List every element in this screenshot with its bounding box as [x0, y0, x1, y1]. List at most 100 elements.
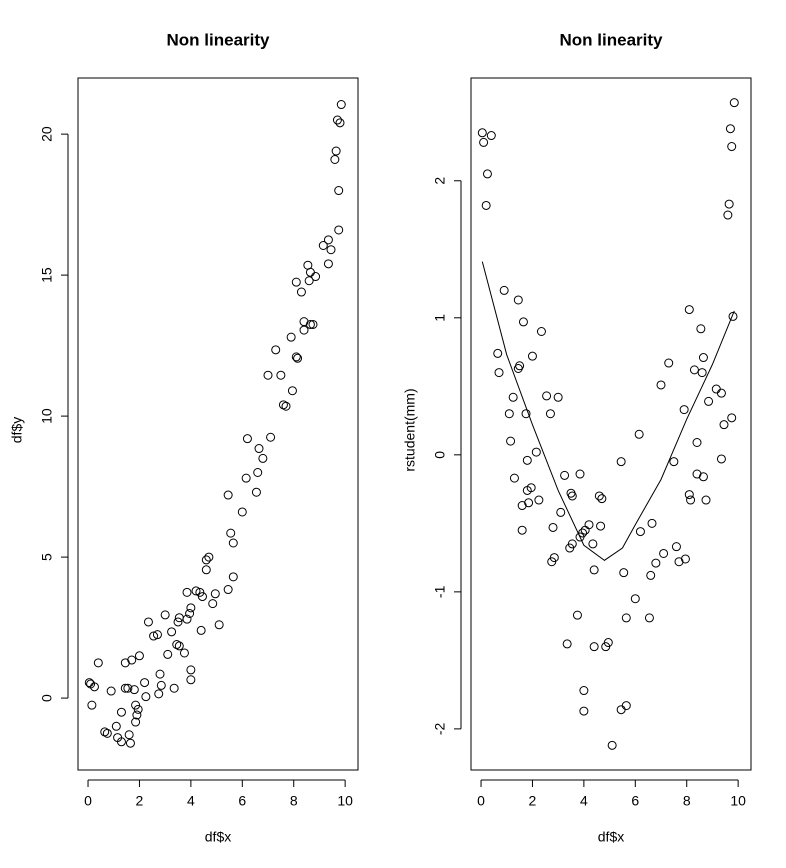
- plot-box: [470, 77, 752, 771]
- y-tick-label: -1: [432, 585, 448, 598]
- point: [326, 245, 336, 255]
- point: [607, 740, 617, 750]
- point: [680, 554, 690, 564]
- point: [589, 642, 599, 652]
- point: [133, 704, 143, 714]
- point: [334, 225, 344, 235]
- point: [635, 527, 645, 537]
- point: [331, 146, 341, 156]
- point: [621, 613, 631, 623]
- y-tick-label: 20: [39, 126, 55, 142]
- point: [584, 520, 594, 530]
- point: [131, 717, 141, 727]
- point: [536, 327, 546, 337]
- point: [286, 332, 296, 342]
- point: [486, 131, 496, 141]
- point: [499, 285, 509, 295]
- point: [579, 706, 589, 716]
- point: [651, 558, 661, 568]
- point: [287, 386, 297, 396]
- point: [716, 388, 726, 398]
- y-tick-label: 0: [39, 694, 55, 702]
- point: [116, 737, 126, 747]
- x-tick-label: 4: [187, 793, 195, 809]
- point: [479, 137, 489, 147]
- point: [517, 501, 527, 511]
- point: [334, 186, 344, 196]
- point: [616, 457, 626, 467]
- point: [197, 592, 207, 602]
- point: [242, 434, 252, 444]
- point: [531, 447, 541, 457]
- point: [656, 380, 666, 390]
- point: [123, 683, 133, 693]
- point: [521, 409, 531, 419]
- point: [728, 311, 738, 321]
- point: [526, 483, 536, 493]
- fit-line: [481, 261, 735, 561]
- point: [304, 276, 314, 286]
- point: [674, 557, 684, 567]
- point: [100, 727, 110, 737]
- plot-box: [77, 77, 359, 771]
- x-tick-label: 8: [290, 793, 298, 809]
- y-tick-label: 1: [432, 314, 448, 322]
- point: [143, 617, 153, 627]
- point: [208, 599, 218, 609]
- point: [291, 277, 301, 287]
- point: [509, 473, 519, 483]
- point: [106, 686, 116, 696]
- point: [630, 594, 640, 604]
- point: [251, 487, 261, 497]
- point: [335, 118, 345, 128]
- point: [120, 683, 130, 693]
- point: [603, 638, 613, 648]
- point: [524, 498, 534, 508]
- x-tick-label: 10: [730, 793, 746, 809]
- point: [278, 400, 288, 410]
- point: [226, 528, 236, 538]
- point: [522, 455, 532, 465]
- point: [281, 401, 291, 411]
- point: [196, 625, 206, 635]
- point: [689, 365, 699, 375]
- point: [271, 345, 281, 355]
- point: [723, 210, 733, 220]
- point: [201, 555, 211, 565]
- point: [330, 154, 340, 164]
- point: [293, 353, 303, 363]
- point: [89, 682, 99, 692]
- point: [686, 495, 696, 505]
- point: [704, 396, 714, 406]
- y-tick-label: -2: [432, 722, 448, 735]
- point: [323, 259, 333, 269]
- point: [596, 521, 606, 531]
- point: [336, 100, 346, 110]
- point: [494, 368, 504, 378]
- point: [724, 199, 734, 209]
- point: [263, 370, 273, 380]
- point: [549, 553, 559, 563]
- x-tick-label: 2: [529, 793, 537, 809]
- point: [493, 348, 503, 358]
- point: [299, 325, 309, 335]
- point: [191, 586, 201, 596]
- point: [659, 548, 669, 558]
- point: [266, 432, 276, 442]
- point: [634, 429, 644, 439]
- point: [567, 539, 577, 549]
- point: [228, 538, 238, 548]
- point: [291, 352, 301, 362]
- point: [318, 241, 328, 251]
- point: [311, 272, 321, 282]
- point: [167, 627, 177, 637]
- point: [210, 589, 220, 599]
- point: [560, 470, 570, 480]
- chart-title: Non linearity: [560, 30, 664, 49]
- point: [163, 649, 173, 659]
- point: [152, 630, 162, 640]
- point: [518, 317, 528, 327]
- point: [664, 358, 674, 368]
- y-tick-label: 5: [39, 553, 55, 561]
